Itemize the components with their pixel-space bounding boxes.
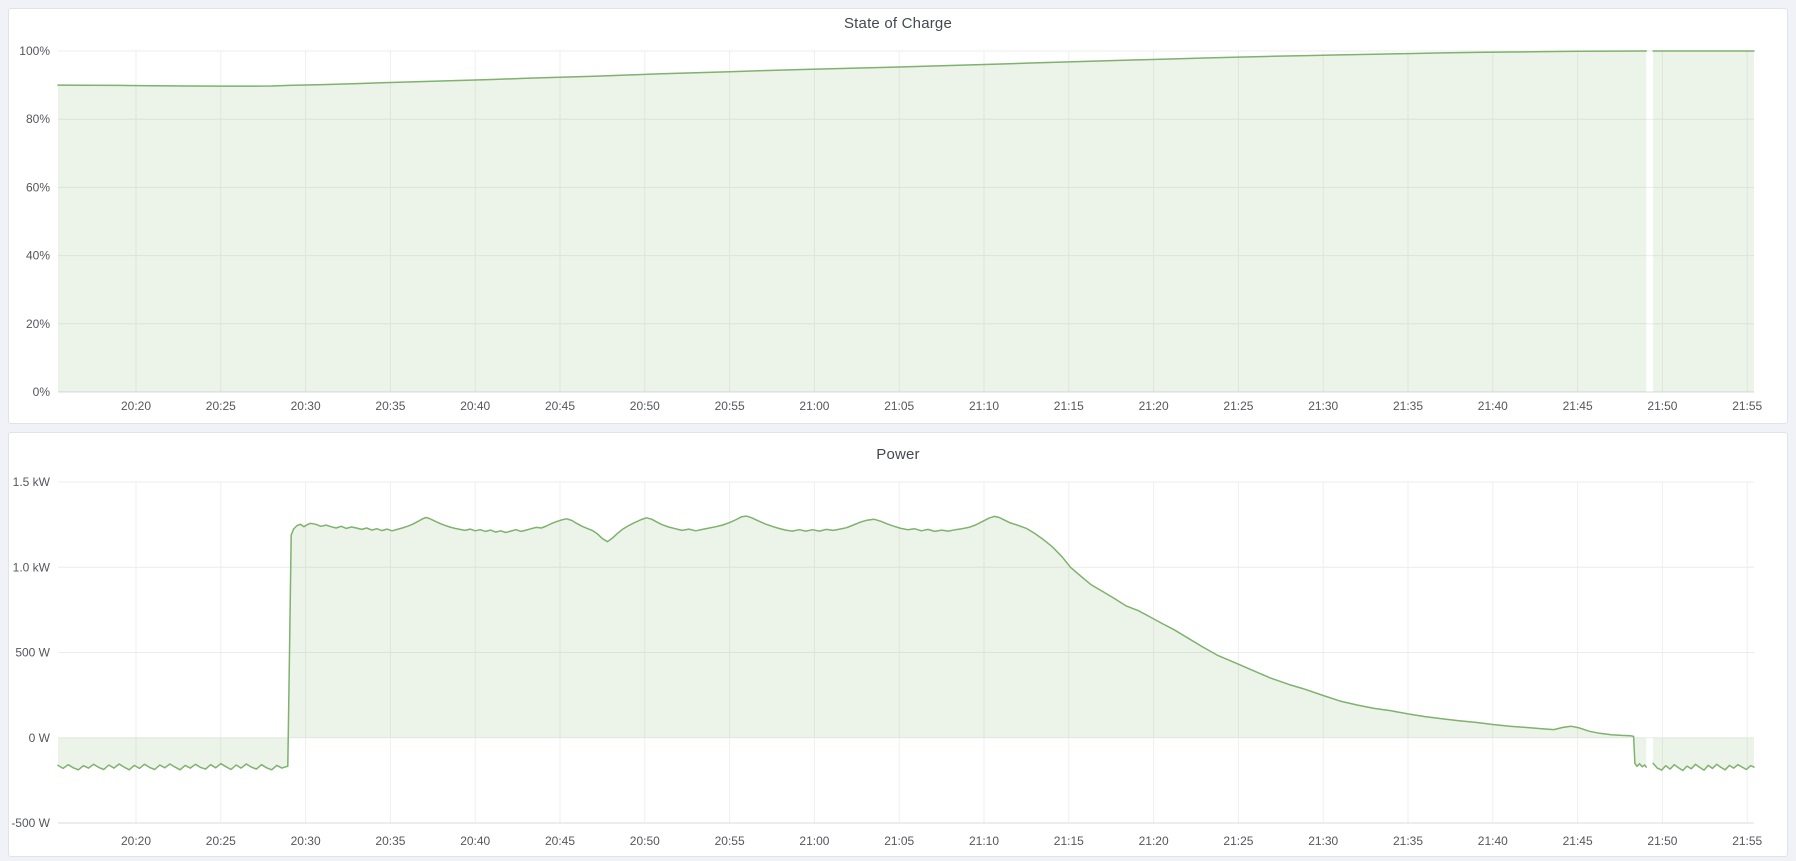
power-chart[interactable]: -500 W 0 W 500 W 1.0 kW 1.5 kW 20:20 20:25 20:3…: [9, 433, 1787, 856]
svg-text:0 W: 0 W: [29, 731, 51, 745]
svg-text:21:15: 21:15: [1054, 834, 1084, 848]
svg-text:20:35: 20:35: [375, 399, 405, 413]
svg-text:20:30: 20:30: [291, 399, 321, 413]
svg-text:21:25: 21:25: [1223, 834, 1253, 848]
svg-text:21:45: 21:45: [1563, 834, 1593, 848]
svg-text:20:55: 20:55: [715, 399, 745, 413]
svg-text:21:35: 21:35: [1393, 834, 1423, 848]
svg-text:20:35: 20:35: [375, 834, 405, 848]
svg-text:1.0 kW: 1.0 kW: [13, 560, 51, 574]
series-fill: [58, 51, 1754, 392]
svg-text:21:30: 21:30: [1308, 834, 1338, 848]
svg-text:21:20: 21:20: [1139, 834, 1169, 848]
x-axis-labels: 20:20 20:25 20:30 20:35 20:40 20:45 20:50 20:55…: [121, 399, 1763, 413]
state-of-charge-chart[interactable]: 0%20%40%60%80%100%20:20 20:25 20:30 20:35 20…: [9, 9, 1787, 423]
svg-text:21:30: 21:30: [1308, 399, 1338, 413]
series-fill: [58, 516, 1754, 771]
series-line: [57, 515, 1755, 772]
svg-text:20:50: 20:50: [630, 834, 660, 848]
y-axis-labels: -500 W 0 W 500 W 1.0 kW 1.5 kW: [11, 475, 50, 830]
panel-title-power[interactable]: Power: [876, 446, 920, 463]
svg-text:1.5 kW: 1.5 kW: [13, 475, 51, 489]
svg-text:20:30: 20:30: [291, 834, 321, 848]
svg-text:20:40: 20:40: [460, 834, 490, 848]
svg-text:21:10: 21:10: [969, 399, 999, 413]
svg-text:21:00: 21:00: [799, 834, 829, 848]
svg-text:21:20: 21:20: [1139, 399, 1169, 413]
y-axis-labels: 0% 20% 40% 60% 80% 100%: [19, 44, 50, 399]
svg-text:21:10: 21:10: [969, 834, 999, 848]
svg-text:20:40: 20:40: [460, 399, 490, 413]
svg-text:20:55: 20:55: [715, 834, 745, 848]
x-gridlines: [135, 51, 1748, 392]
series-line: [57, 50, 1755, 87]
panel-state-of-charge: State of Charge 0% 20% 40% 60% 80% 100% 20:20 2…: [8, 8, 1788, 424]
svg-text:21:55: 21:55: [1732, 834, 1762, 848]
svg-text:100%: 100%: [19, 44, 50, 58]
svg-text:500 W: 500 W: [15, 646, 50, 660]
svg-text:0%: 0%: [33, 385, 51, 399]
svg-text:20:25: 20:25: [206, 834, 236, 848]
svg-text:40%: 40%: [26, 249, 50, 263]
svg-text:20:45: 20:45: [545, 834, 575, 848]
svg-text:80%: 80%: [26, 112, 50, 126]
x-axis-labels: 20:20 20:25 20:30 20:35 20:40 20:45 20:50 20:55…: [121, 834, 1763, 848]
svg-text:20%: 20%: [26, 317, 50, 331]
svg-text:21:35: 21:35: [1393, 399, 1423, 413]
svg-text:21:40: 21:40: [1478, 399, 1508, 413]
svg-text:21:50: 21:50: [1647, 399, 1677, 413]
svg-text:21:55: 21:55: [1732, 399, 1762, 413]
svg-text:20:45: 20:45: [545, 399, 575, 413]
svg-text:21:05: 21:05: [884, 834, 914, 848]
svg-text:21:05: 21:05: [884, 399, 914, 413]
svg-text:60%: 60%: [26, 180, 50, 194]
svg-text:21:00: 21:00: [799, 399, 829, 413]
svg-text:20:25: 20:25: [206, 399, 236, 413]
svg-text:21:15: 21:15: [1054, 399, 1084, 413]
svg-text:20:20: 20:20: [121, 399, 151, 413]
svg-text:20:50: 20:50: [630, 399, 660, 413]
svg-text:21:50: 21:50: [1647, 834, 1677, 848]
panel-title-state-of-charge[interactable]: State of Charge: [843, 15, 953, 32]
svg-text:-500 W: -500 W: [11, 816, 50, 830]
svg-text:21:40: 21:40: [1478, 834, 1508, 848]
svg-text:21:25: 21:25: [1223, 399, 1253, 413]
svg-text:20:20: 20:20: [121, 834, 151, 848]
svg-text:21:45: 21:45: [1563, 399, 1593, 413]
